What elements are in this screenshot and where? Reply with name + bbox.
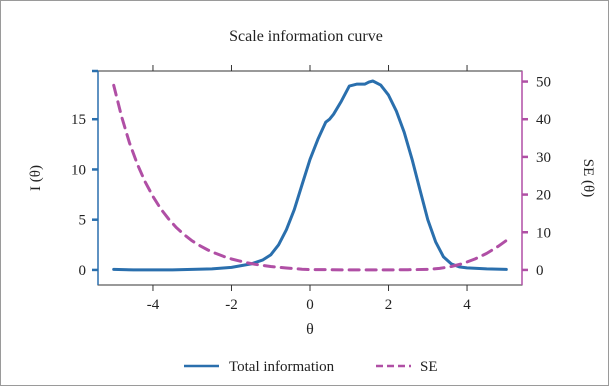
- y-right-tick-label-0: 0: [536, 263, 544, 279]
- y-axis-label-left: I (θ): [28, 165, 44, 191]
- series-line-total-information: [112, 79, 508, 272]
- legend-label-total-information: Total information: [229, 359, 335, 375]
- y-left-tick-label-1: 5: [79, 213, 87, 229]
- y-axis-label-right: SE (θ): [580, 159, 596, 197]
- y-left-tick-label-0: 0: [79, 263, 87, 279]
- y-left-tick-label-3: 15: [71, 112, 86, 128]
- chart-title: Scale information curve: [229, 28, 383, 45]
- x-tick-label-0: -4: [147, 297, 160, 313]
- y-right-tick-label-3: 30: [536, 150, 551, 166]
- y-right-tick-label-1: 10: [536, 225, 551, 241]
- y-right-tick-label-2: 20: [536, 188, 551, 204]
- y-right-tick-label-4: 40: [536, 112, 551, 128]
- y-left-tick-label-2: 10: [71, 162, 86, 178]
- legend-label-se: SE: [420, 359, 438, 375]
- x-tick-label-1: -2: [225, 297, 238, 313]
- y-right-tick-label-5: 50: [536, 75, 551, 91]
- x-axis-label: θ: [306, 321, 314, 338]
- series-line-se: [112, 83, 508, 272]
- x-tick-label-4: 4: [463, 297, 471, 313]
- legend: Total information SE: [184, 359, 438, 375]
- x-tick-label-3: 2: [385, 297, 393, 313]
- plot-area: [97, 70, 523, 286]
- x-tick-label-2: 0: [306, 297, 314, 313]
